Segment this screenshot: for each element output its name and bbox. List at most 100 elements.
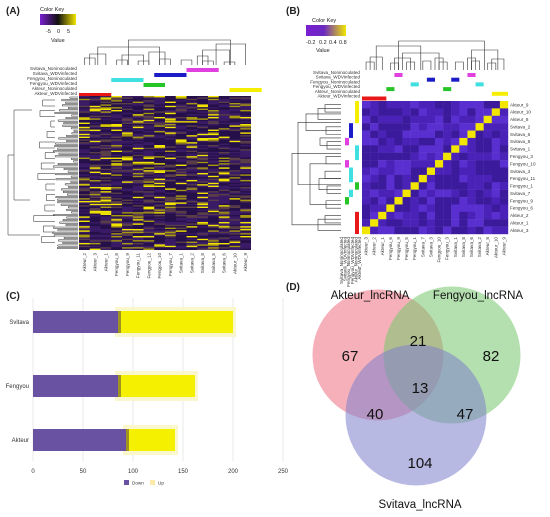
panel-a-heatmap [79,96,251,250]
heatmap-cell [89,191,101,193]
heatmap-cell [79,98,90,101]
heatmap-cell [143,163,155,165]
heatmap-cell [165,100,176,102]
heatmap-cell [197,122,209,125]
heatmap-cell [165,208,176,210]
heatmap-cell [186,150,198,153]
heatmap-cell [208,233,219,235]
heatmap-cell [79,187,90,189]
heatmap-cell [154,208,166,210]
heatmap-cell [208,178,219,181]
heatmap-cell [100,124,112,126]
dendrogram-link [67,106,78,109]
heatmap-cell [122,195,133,197]
heatmap-cell [100,101,112,104]
heatmap-cell [154,163,166,165]
heatmap-cell [154,196,166,199]
heatmap-cell [79,209,90,211]
heatmap-cell [435,115,444,124]
heatmap-cell [165,110,176,112]
heatmap-cell [143,184,155,186]
heatmap-cell [467,189,476,198]
heatmap-cell [426,115,436,124]
heatmap-cell [410,108,419,116]
heatmap-cell [89,173,101,175]
heatmap-cell [122,247,133,249]
heatmap-cell [111,124,123,126]
heatmap-cell [175,125,187,127]
heatmap-cell [111,191,123,193]
heatmap-cell [208,198,219,200]
heatmap-cell [143,237,155,239]
heatmap-cell [240,220,251,223]
heatmap-cell [208,159,219,161]
panel-d-venn: Akteur_lncRNA Fengyou_lncRNASvitava_lncRN… [312,286,523,511]
heatmap-cell [132,98,144,101]
heatmap-cell [240,213,251,216]
heatmap-cell [240,139,251,141]
heatmap-cell [132,112,144,115]
heatmap-cell [132,187,144,189]
heatmap-cell [197,131,209,133]
heatmap-cell [197,98,209,101]
column-label: Akteur_8 [485,237,490,256]
heatmap-cell [418,167,428,176]
heatmap-cell [175,209,187,211]
dendrogram-link [70,127,78,130]
heatmap-cell [197,156,209,158]
heatmap-cell [208,126,219,129]
heatmap-cell [218,202,230,204]
heatmap-cell [111,128,123,130]
heatmap-cell [208,128,219,130]
dendrogram-link [42,99,55,107]
heatmap-cell [132,100,144,102]
heatmap-cell [218,240,230,242]
heatmap-cell [111,159,123,161]
heatmap-cell [186,209,198,211]
heatmap-cell [89,171,101,174]
heatmap-cell [370,189,379,198]
heatmap-cell [154,112,166,115]
heatmap-cell [370,197,379,205]
side-label: Svitava_Noninoculated [30,66,77,71]
row-color-bar [345,137,349,146]
heatmap-cell [443,174,452,183]
heatmap-cell [100,213,112,216]
heatmap-cell [218,166,230,168]
heatmap-cell [175,98,187,101]
heatmap-cell [79,241,90,244]
dendrogram-link [128,39,231,65]
heatmap-cell [175,167,187,169]
heatmap-cell [197,171,209,174]
heatmap-cell [111,213,123,216]
heatmap-cell [229,195,241,197]
heatmap-cell [89,139,101,141]
heatmap-cell [175,164,187,167]
heatmap-cell [186,133,198,136]
heatmap-cell [229,209,241,211]
heatmap-cell [208,125,219,127]
heatmap-cell [483,137,492,146]
heatmap-cell [100,147,112,150]
column-side-label: Fengyou_Noninoculated [346,237,351,287]
heatmap-cell [229,230,241,232]
heatmap-cell [154,118,166,120]
heatmap-cell [362,145,371,153]
dendrogram-link [40,162,55,170]
heatmap-cell [154,110,166,112]
heatmap-cell [122,181,133,183]
heatmap-cell [426,189,436,198]
heatmap-cell [154,143,166,146]
heatmap-cell [111,122,123,125]
heatmap-cell [443,137,452,146]
column-label: Fengyou_11 [136,253,141,279]
heatmap-cell [154,202,166,204]
heatmap-cell [378,123,387,131]
heatmap-cell [154,205,166,207]
heatmap-cell [165,112,176,115]
heatmap-cell [79,212,90,214]
heatmap-cell [111,212,123,214]
heatmap-cell [218,227,230,230]
heatmap-cell [143,143,155,146]
dendrogram-link [325,156,341,165]
